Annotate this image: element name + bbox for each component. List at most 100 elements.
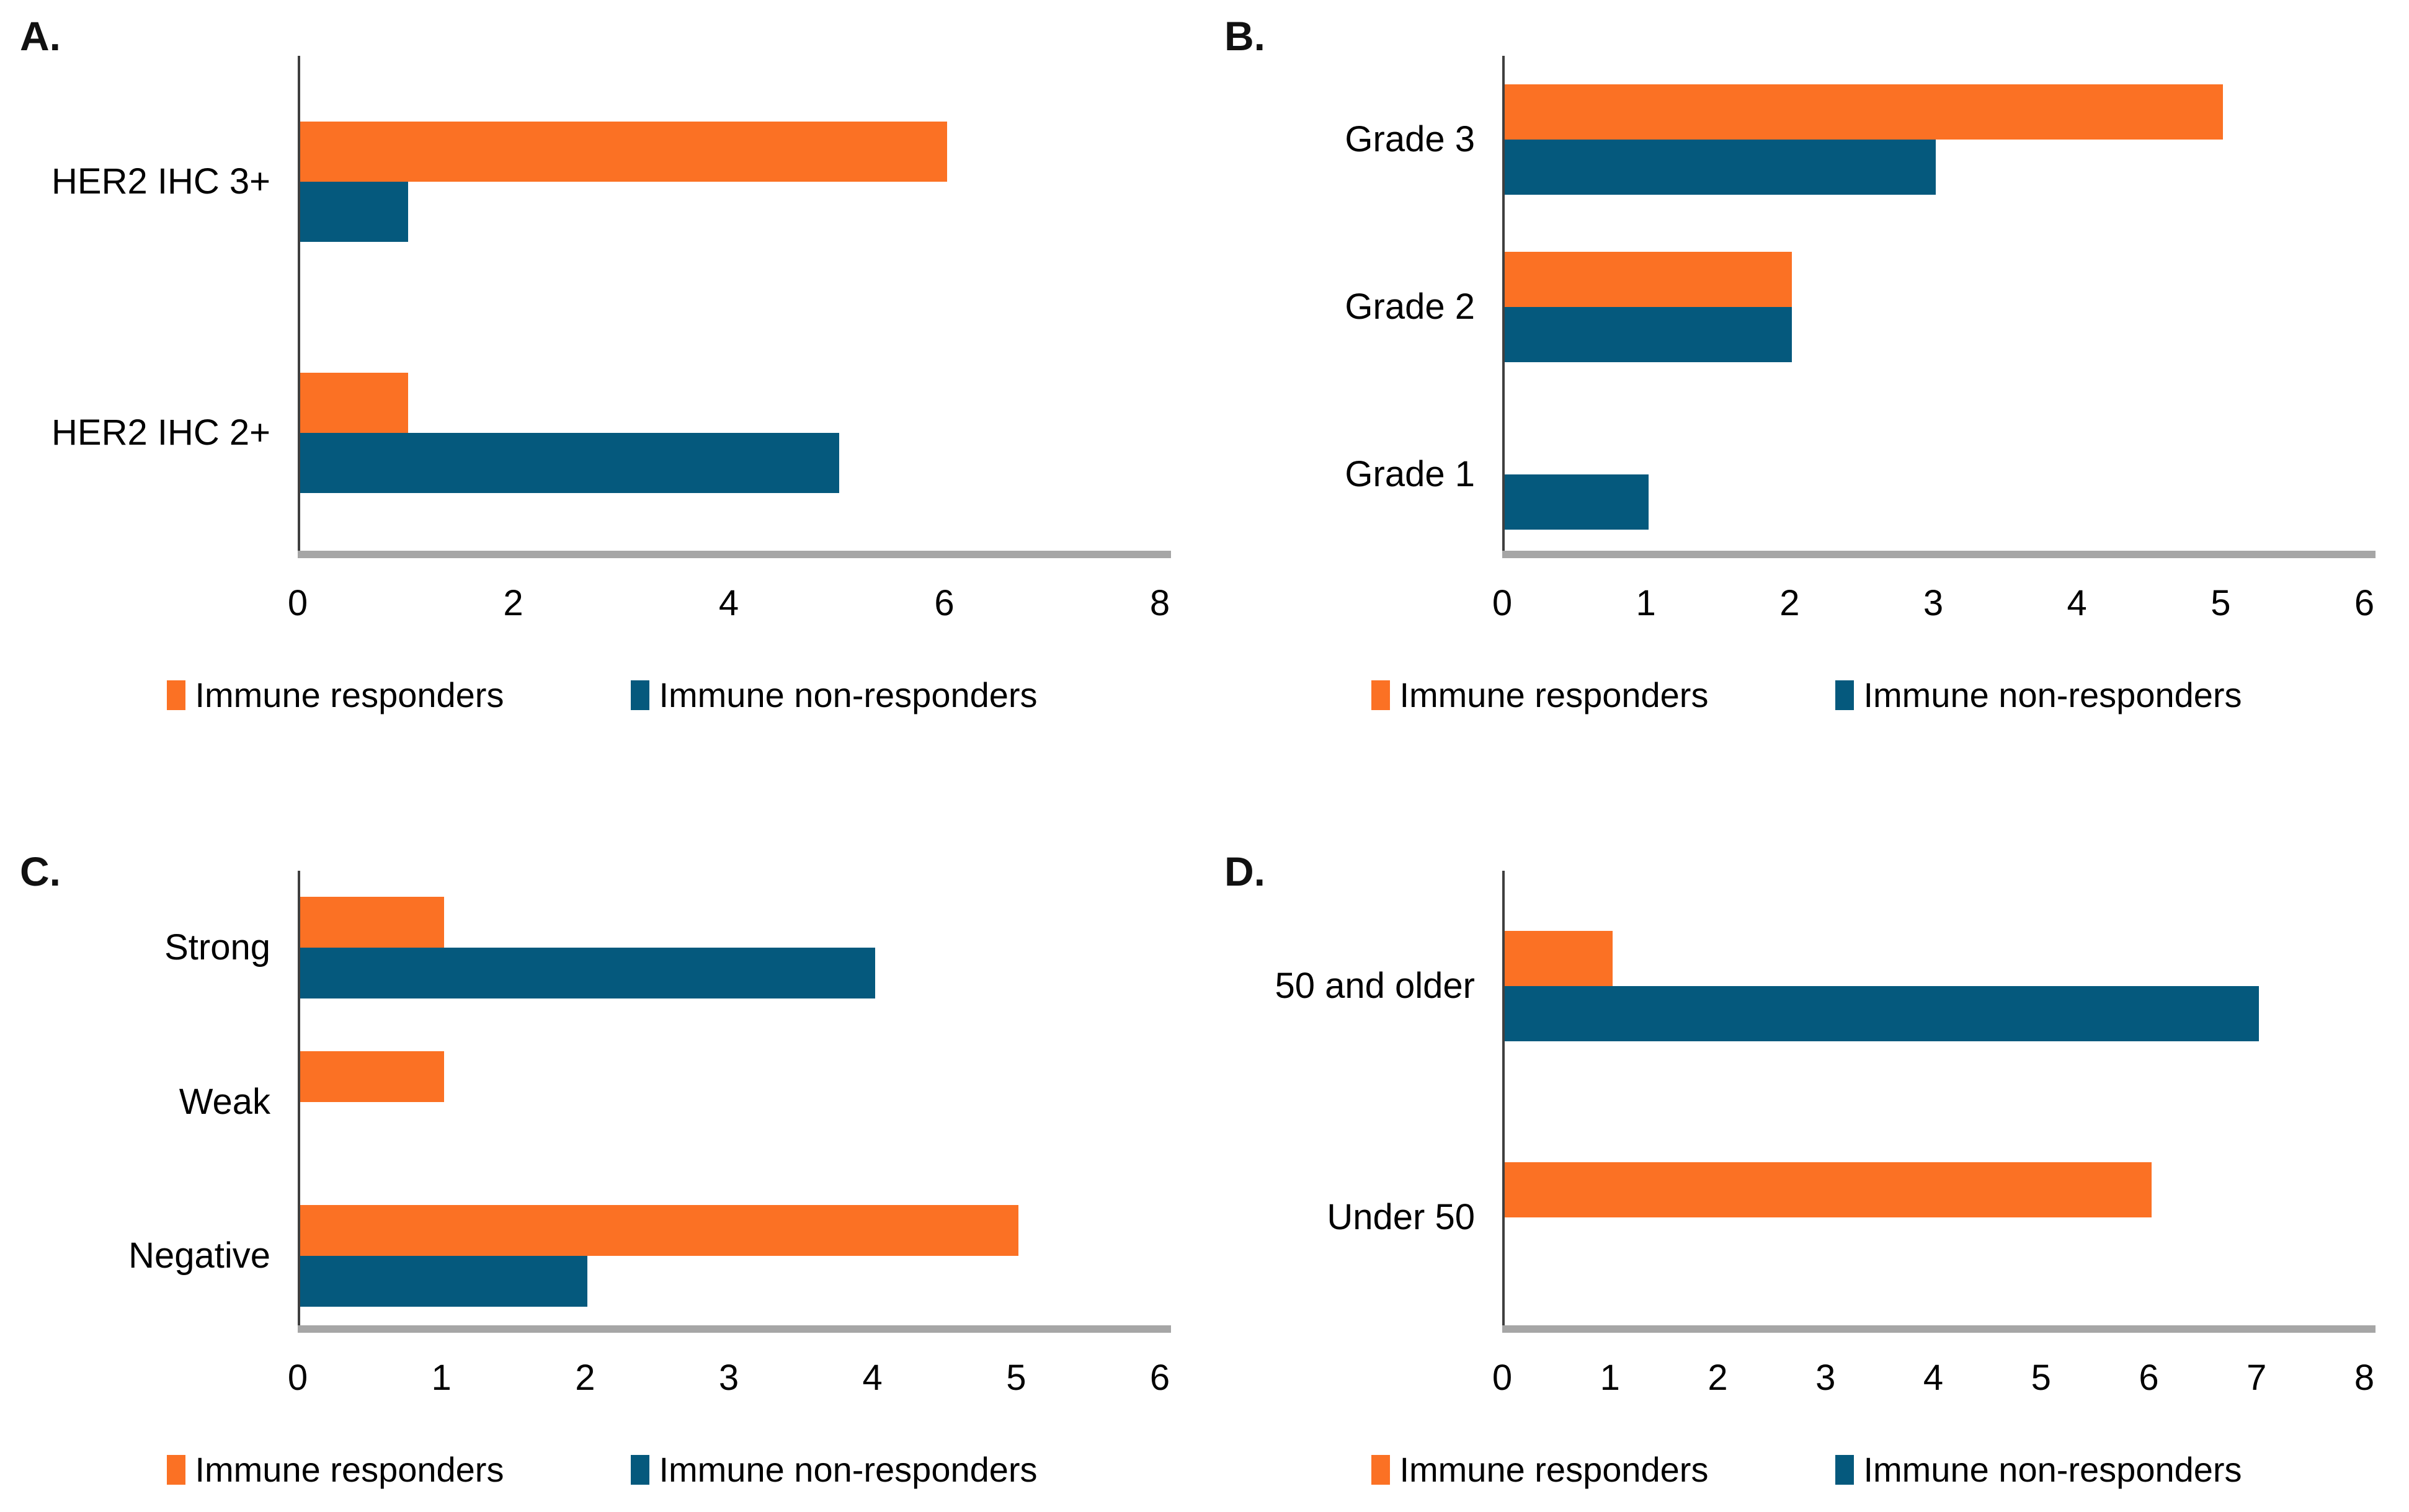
legend-entry-responders: Immune responders bbox=[1371, 1448, 1708, 1492]
chart-panel-a: HER2 IHC 3+ HER2 IHC 2+ 0 2 4 6 8 Immune respon… bbox=[0, 0, 1204, 756]
legend-label: Immune responders bbox=[195, 675, 504, 714]
x-tick-label: 1 bbox=[431, 1358, 452, 1398]
legend-swatch-responders-icon bbox=[167, 680, 186, 710]
category-label: Grade 1 bbox=[1345, 454, 1475, 494]
x-tick-label: 6 bbox=[1149, 1358, 1170, 1398]
x-tick-label: 4 bbox=[1923, 1358, 1944, 1398]
x-axis-line bbox=[298, 551, 1171, 558]
panel-b-letter: B. bbox=[1224, 13, 1265, 59]
x-tick-label: 5 bbox=[1006, 1358, 1026, 1398]
category-label: HER2 IHC 3+ bbox=[51, 161, 270, 202]
x-tick-label: 0 bbox=[1492, 1358, 1513, 1398]
x-tick-label: 5 bbox=[2031, 1358, 2051, 1398]
x-axis-line bbox=[1502, 1325, 2376, 1333]
x-axis-line bbox=[1502, 551, 2376, 558]
bar-immune-non-responders bbox=[300, 948, 875, 999]
legend-entry-responders: Immune responders bbox=[167, 1448, 504, 1492]
bar-immune-non-responders bbox=[1505, 307, 1792, 362]
legend-label: Immune non-responders bbox=[1863, 675, 2242, 714]
x-tick-label: 3 bbox=[1815, 1358, 1836, 1398]
legend-label: Immune non-responders bbox=[659, 675, 1038, 714]
bar-immune-non-responders bbox=[300, 432, 839, 493]
panel-c: C. Strong Weak Negative 0 1 2 3 4 5 6 Immune respo… bbox=[0, 756, 1204, 1512]
x-tick-label: 3 bbox=[1923, 583, 1944, 623]
x-tick-label: 0 bbox=[287, 583, 308, 623]
legend-swatch-responders-icon bbox=[1371, 680, 1391, 710]
legend: Immune responders Immune non-responders bbox=[1204, 673, 2409, 718]
x-tick-label: 6 bbox=[2354, 583, 2375, 623]
category-label: Weak bbox=[179, 1081, 270, 1122]
bar-immune-non-responders bbox=[300, 181, 408, 242]
panel-c-letter: C. bbox=[20, 848, 61, 894]
chart-panel-b: Grade 3 Grade 2 Grade 1 0 1 2 3 4 5 6 Immune respo… bbox=[1204, 0, 2409, 756]
chart-panel-c: Strong Weak Negative 0 1 2 3 4 5 6 Immune responde… bbox=[0, 756, 1204, 1512]
y-axis-line bbox=[1502, 871, 1505, 1333]
chart-panel-d: 50 and older Under 50 0 1 2 3 4 5 6 7 8 Immune resp… bbox=[1204, 756, 2409, 1512]
x-tick-label: 4 bbox=[2067, 583, 2087, 623]
bar-immune-responders bbox=[300, 1204, 1018, 1256]
category-label: Negative bbox=[128, 1235, 270, 1276]
category-label: 50 and older bbox=[1275, 966, 1475, 1007]
x-tick-label: 8 bbox=[1149, 583, 1170, 623]
x-tick-label: 4 bbox=[862, 1358, 883, 1398]
x-tick-label: 5 bbox=[2211, 583, 2231, 623]
panel-a-letter: A. bbox=[20, 13, 61, 59]
legend-entry-non-responders: Immune non-responders bbox=[1835, 1448, 2242, 1492]
legend: Immune responders Immune non-responders bbox=[0, 673, 1204, 718]
legend-swatch-responders-icon bbox=[1371, 1455, 1391, 1485]
x-tick-label: 2 bbox=[1708, 1358, 1728, 1398]
bar-immune-non-responders bbox=[300, 1255, 587, 1307]
x-tick-label: 4 bbox=[718, 583, 739, 623]
y-axis-line bbox=[1502, 56, 1505, 558]
legend-label: Immune responders bbox=[1399, 675, 1709, 714]
legend-swatch-non-responders-icon bbox=[631, 680, 650, 710]
x-tick-label: 0 bbox=[287, 1358, 308, 1398]
x-tick-label: 2 bbox=[1779, 583, 1800, 623]
panel-d-letter: D. bbox=[1224, 848, 1265, 894]
y-axis-line bbox=[298, 871, 300, 1333]
bar-immune-non-responders bbox=[1505, 474, 1649, 530]
bar-immune-responders bbox=[300, 372, 408, 433]
legend-label: Immune non-responders bbox=[659, 1450, 1038, 1489]
category-label: Under 50 bbox=[1327, 1196, 1475, 1237]
x-tick-label: 8 bbox=[2354, 1358, 2375, 1398]
category-label: Grade 2 bbox=[1345, 287, 1475, 327]
bar-immune-non-responders bbox=[1505, 140, 1936, 195]
panel-a: A. HER2 IHC 3+ HER2 IHC 2+ 0 2 4 6 8 Immune res… bbox=[0, 0, 1204, 756]
bar-immune-non-responders bbox=[1505, 986, 2259, 1042]
legend-swatch-non-responders-icon bbox=[1835, 1455, 1855, 1485]
x-tick-label: 7 bbox=[2246, 1358, 2267, 1398]
x-axis-line bbox=[298, 1325, 1171, 1333]
legend: Immune responders Immune non-responders bbox=[0, 1448, 1204, 1492]
legend-entry-non-responders: Immune non-responders bbox=[631, 1448, 1038, 1492]
legend-entry-non-responders: Immune non-responders bbox=[631, 673, 1038, 718]
bar-immune-responders bbox=[300, 121, 947, 182]
legend-swatch-non-responders-icon bbox=[1835, 680, 1855, 710]
x-tick-label: 3 bbox=[718, 1358, 739, 1398]
x-tick-label: 6 bbox=[2139, 1358, 2159, 1398]
category-label: HER2 IHC 2+ bbox=[51, 412, 270, 453]
legend-label: Immune responders bbox=[1399, 1450, 1709, 1489]
x-tick-label: 2 bbox=[575, 1358, 595, 1398]
legend-entry-responders: Immune responders bbox=[167, 673, 504, 718]
bar-immune-responders bbox=[1505, 931, 1613, 987]
category-label: Grade 3 bbox=[1345, 119, 1475, 159]
x-tick-label: 1 bbox=[1636, 583, 1656, 623]
bar-immune-responders bbox=[300, 897, 444, 948]
bar-immune-responders bbox=[1505, 252, 1792, 307]
legend-label: Immune responders bbox=[195, 1450, 504, 1489]
x-tick-label: 2 bbox=[503, 583, 523, 623]
panel-b: B. Grade 3 Grade 2 Grade 1 0 1 2 3 4 5 6 Immune re… bbox=[1204, 0, 2409, 756]
legend: Immune responders Immune non-responders bbox=[1204, 1448, 2409, 1492]
bar-immune-responders bbox=[300, 1051, 444, 1102]
category-label: Strong bbox=[164, 927, 270, 968]
y-axis-line bbox=[298, 56, 300, 558]
legend-entry-non-responders: Immune non-responders bbox=[1835, 673, 2242, 718]
bar-immune-responders bbox=[1505, 1162, 2152, 1217]
legend-label: Immune non-responders bbox=[1863, 1450, 2242, 1489]
x-tick-label: 0 bbox=[1492, 583, 1513, 623]
x-tick-label: 6 bbox=[934, 583, 955, 623]
legend-entry-responders: Immune responders bbox=[1371, 673, 1708, 718]
panel-d: D. 50 and older Under 50 0 1 2 3 4 5 6 7 8 Immune r… bbox=[1204, 756, 2409, 1512]
